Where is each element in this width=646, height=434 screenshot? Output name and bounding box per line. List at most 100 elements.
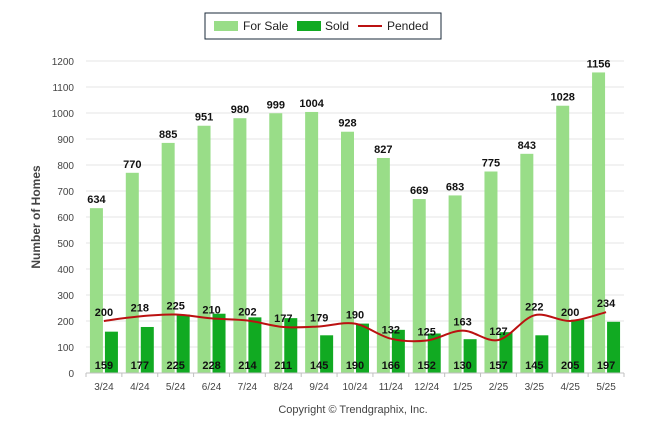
legend-label-for-sale: For Sale (243, 19, 289, 33)
y-tick-label: 1200 (52, 57, 75, 68)
series-pended (103, 311, 607, 343)
bar-for-sale (305, 111, 319, 374)
y-tick-label: 700 (57, 187, 74, 198)
bar-for-sale (341, 131, 354, 373)
bar-for-sale (233, 118, 247, 373)
bar-for-sale (269, 113, 283, 373)
bar-sold (463, 339, 477, 373)
bar-sold (176, 314, 190, 373)
bar-for-sale (161, 142, 175, 373)
x-tick-label: 5/25 (596, 382, 616, 393)
x-tick-label: 9/24 (309, 382, 329, 393)
data-label-for-sale: 885 (159, 129, 177, 141)
bar-sold (535, 335, 549, 373)
y-tick-label: 1000 (52, 109, 75, 120)
x-tick-label: 3/25 (525, 382, 545, 393)
data-label-pended: 125 (418, 327, 436, 339)
y-tick-label: 900 (57, 135, 74, 146)
x-tick-label: 4/24 (130, 382, 150, 393)
data-label-pended: 222 (525, 301, 543, 313)
data-label-pended: 202 (238, 306, 256, 318)
bar-sold (320, 335, 334, 373)
y-tick-label: 0 (68, 369, 74, 380)
gridlines (86, 60, 624, 348)
line-pended (103, 311, 607, 343)
x-tick-label: 8/24 (274, 382, 294, 393)
bar-for-sale (484, 171, 498, 373)
y-axis-ticks: 0 100 200 300 400 500 600 700 800 900 1000 1100 1200 (52, 57, 75, 380)
data-label-for-sale: 980 (231, 104, 249, 116)
data-label-sold: 177 (131, 360, 149, 372)
x-tick-label: 4/25 (560, 382, 580, 393)
bar-for-sale (520, 153, 534, 373)
data-label-pended: 225 (166, 301, 184, 313)
data-label-pended: 234 (597, 298, 616, 310)
x-tick-label: 11/24 (379, 382, 404, 393)
y-tick-label: 300 (57, 291, 74, 302)
data-labels: 634 770 885 951 980 999 1004 928 827 669 683 775 843… (87, 58, 616, 372)
data-label-for-sale: 683 (446, 181, 464, 193)
data-label-sold: 145 (525, 360, 543, 372)
x-tick-label: 12/24 (414, 382, 439, 393)
data-label-sold: 157 (489, 360, 507, 372)
data-label-sold: 190 (346, 360, 364, 372)
y-tick-label: 500 (57, 239, 74, 250)
legend-swatch-sold (297, 21, 321, 31)
bar-for-sale (376, 157, 390, 373)
data-label-sold: 145 (310, 360, 328, 372)
legend-label-sold: Sold (325, 19, 349, 33)
data-label-for-sale: 951 (195, 112, 213, 124)
legend: For Sale Sold Pended (204, 12, 442, 40)
x-tick-label: 1/25 (453, 382, 473, 393)
bar-sold (140, 326, 154, 373)
x-tick-label: 10/24 (342, 382, 367, 393)
x-tick-label: 7/24 (238, 382, 258, 393)
data-label-pended: 163 (453, 317, 471, 329)
bar-sold (356, 323, 369, 373)
y-tick-label: 200 (57, 317, 74, 328)
data-label-for-sale: 669 (410, 185, 428, 197)
legend-box (204, 12, 442, 40)
bar-for-sale (197, 125, 211, 374)
bar-for-sale (556, 105, 570, 373)
y-tick-label: 600 (57, 213, 74, 224)
y-tick-label: 400 (57, 265, 74, 276)
data-label-for-sale: 1004 (299, 98, 324, 110)
y-tick-label: 1100 (52, 83, 74, 94)
bar-sold (427, 333, 441, 373)
data-label-pended: 218 (131, 302, 149, 314)
data-label-sold: 166 (382, 360, 400, 372)
bar-sold (212, 313, 226, 373)
y-tick-label: 100 (57, 343, 74, 354)
data-label-pended: 127 (489, 326, 507, 338)
data-label-sold: 205 (561, 360, 579, 372)
bar-sold (607, 321, 621, 373)
data-label-for-sale: 1028 (550, 92, 574, 104)
data-label-sold: 228 (202, 360, 220, 372)
data-label-sold: 130 (453, 360, 471, 372)
legend-label-pended: Pended (387, 19, 428, 33)
bar-sold (248, 317, 262, 373)
data-label-sold: 211 (274, 360, 292, 372)
data-label-for-sale: 999 (267, 99, 285, 111)
y-axis-label: Number of Homes (29, 165, 43, 269)
data-label-sold: 225 (166, 360, 184, 372)
copyright-credit: Copyright © Trendgraphix, Inc. (278, 404, 427, 416)
bar-for-sale (89, 208, 103, 373)
data-label-for-sale: 770 (123, 159, 141, 171)
bar-for-sale (592, 72, 606, 373)
data-label-sold: 152 (418, 360, 436, 372)
data-label-for-sale: 1156 (587, 58, 611, 70)
x-axis-ticks: 3/24 4/24 5/24 6/24 7/24 8/24 9/24 10/24 11/24 12… (85, 373, 625, 393)
bar-for-sale (412, 199, 426, 373)
data-label-pended: 190 (346, 310, 364, 322)
legend-swatch-for-sale (214, 21, 238, 31)
data-label-pended: 179 (310, 312, 328, 324)
bar-for-sale (125, 172, 139, 373)
data-label-sold: 159 (95, 360, 113, 372)
bar-sold (499, 332, 513, 373)
data-label-for-sale: 827 (374, 144, 392, 156)
data-label-pended: 200 (561, 307, 579, 319)
data-label-pended: 177 (274, 313, 292, 325)
